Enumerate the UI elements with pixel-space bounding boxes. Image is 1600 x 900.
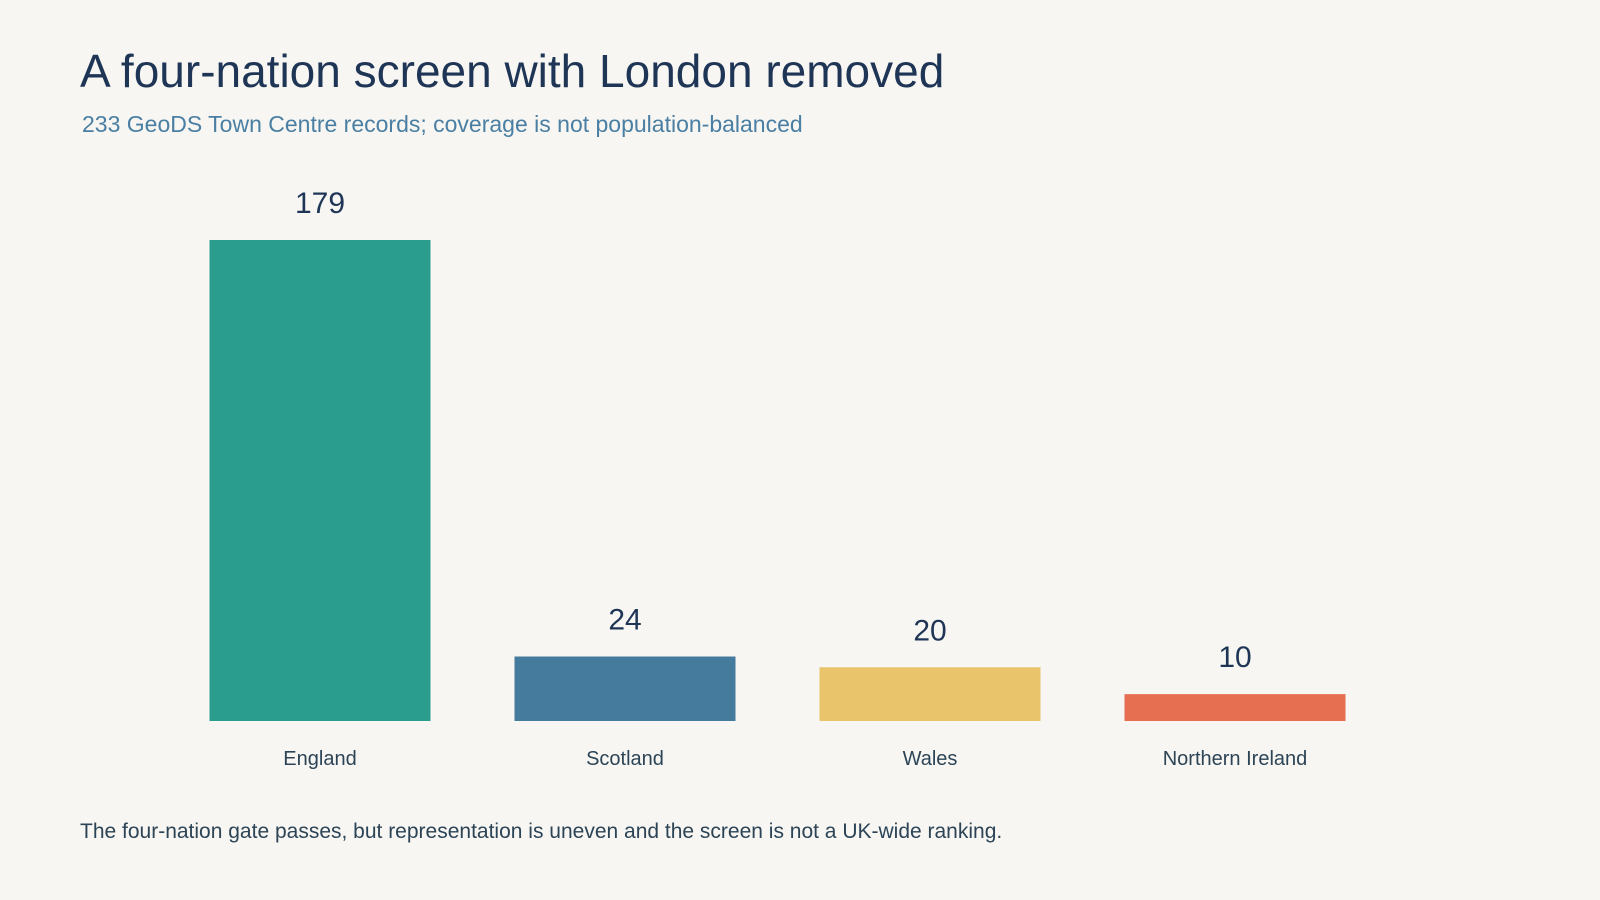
chart-subtitle: 233 GeoDS Town Centre records; coverage … (82, 111, 803, 137)
category-label: Wales (903, 748, 958, 770)
bar-northern-ireland (1124, 694, 1346, 721)
chart-title: A four-nation screen with London removed (80, 45, 945, 97)
category-label: Northern Ireland (1163, 748, 1308, 770)
bar-england (209, 240, 431, 721)
value-label: 10 (1218, 641, 1251, 674)
category-label: England (283, 748, 356, 770)
value-label: 179 (295, 187, 345, 220)
category-label: Scotland (586, 748, 664, 770)
value-label: 20 (913, 614, 946, 647)
bar-scotland (514, 656, 736, 721)
chart-footnote: The four-nation gate passes, but represe… (80, 820, 1003, 843)
value-label: 24 (608, 604, 641, 637)
bar-wales (819, 667, 1041, 721)
